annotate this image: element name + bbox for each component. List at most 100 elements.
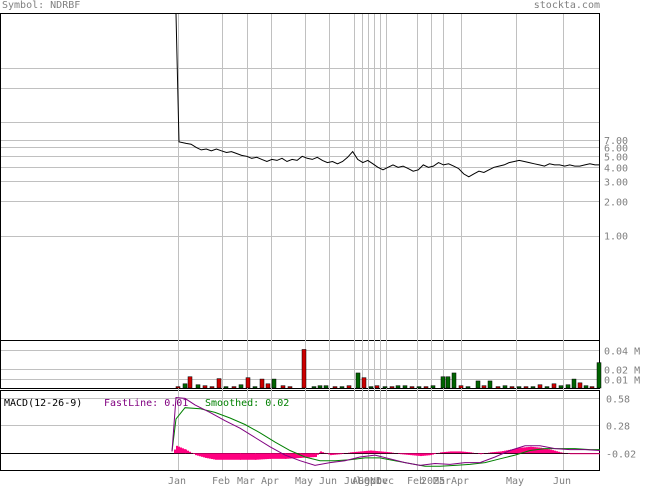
volume-bar [245,377,251,389]
macd-histogram-bar [480,453,482,455]
macd-histogram-bar [293,453,295,459]
macd-histogram-bar [542,448,544,454]
macd-histogram-bar [558,451,560,454]
macd-histogram-bar [516,448,518,454]
macd-histogram-bar [280,453,282,459]
price-tick-label: 4.00 [604,163,628,174]
volume-bar [252,386,258,389]
macd-histogram-bar [317,453,319,455]
macd-histogram-bar [342,453,344,454]
volume-bar [523,386,529,389]
macd-histogram-bar [229,453,231,460]
macd-histogram-bar [310,453,312,458]
macd-histogram-bar [182,448,184,454]
macd-histogram-bar [380,451,382,454]
macd-histogram-bar [350,452,352,454]
macd-histogram-bar [584,453,586,455]
macd-histogram-bar [219,453,221,460]
volume-bar [416,386,422,389]
macd-histogram-bar [426,453,428,456]
macd-histogram-bar [265,453,267,460]
macd-histogram-bar [199,453,201,457]
macd-histogram-bar [376,451,378,454]
macd-histogram-bar [490,452,492,454]
macd-histogram-bar [187,450,189,454]
month-tick-label: Oct [364,476,382,486]
volume-bar [402,385,408,389]
volume-bar [544,386,550,389]
macd-histogram-bar [340,453,342,455]
volume-bar [509,386,515,389]
volume-bar [332,386,338,389]
macd-histogram-bar [416,453,418,456]
macd-histogram-bar [424,453,426,456]
macd-histogram-bar [592,453,594,455]
macd-histogram-bar [315,453,317,457]
macd-histogram-bar [478,453,480,454]
macd-histogram-bar [322,452,324,454]
volume-bar [265,383,271,389]
volume-bar [577,382,583,389]
macd-histogram-bar [332,453,334,455]
macd-histogram-bar [432,453,434,455]
macd-histogram-bar [348,452,350,454]
macd-histogram-bar [235,453,237,460]
macd-histogram-bar [420,453,422,457]
macd-histogram-bar [211,453,213,460]
macd-histogram-bar [548,449,550,454]
macd-histogram-bar [446,451,448,454]
macd-histogram-bar [518,448,520,454]
macd-histogram-bar [237,453,239,460]
volume-bar [571,378,577,389]
volume-bar [389,386,395,389]
macd-histogram-bar [400,453,402,455]
volume-bar [374,385,380,389]
macd-histogram-bar [574,453,576,455]
macd-histogram-bar [225,453,227,460]
volume-bar [259,378,265,389]
volume-bar [537,384,543,389]
month-tick-label: 2025 [421,476,445,486]
macd-histogram-bar [464,451,466,454]
volume-tick-label: 0.04 M [604,347,640,358]
macd-histogram-bar [308,453,310,458]
volume-bar [280,385,286,389]
macd-histogram-bar [366,450,368,454]
macd-histogram-bar [392,452,394,454]
month-tick-label: Apr [451,476,469,486]
macd-histogram-bar [312,453,314,458]
macd-histogram-bar [252,453,254,460]
macd-histogram-bar [512,449,514,454]
macd-histogram-bar [352,452,354,454]
volume-bar [339,386,345,389]
volume-bar [231,386,237,389]
macd-histogram-bar [207,453,209,459]
macd-histogram-bar [418,453,420,456]
macd-series [171,396,601,467]
macd-histogram-bar [209,453,211,459]
macd-histogram-bar [270,453,272,459]
macd-histogram-bar [203,453,205,458]
volume-bar [187,376,193,389]
volume-bar [481,385,487,389]
macd-histogram-bar [388,452,390,454]
macd-histogram-bar [274,453,276,459]
price-tick-label: 2.00 [604,197,628,208]
macd-histogram-bar [444,451,446,454]
macd-histogram-bar [538,447,540,454]
macd-histogram-bar [364,451,366,454]
macd-histogram-bar [454,451,456,454]
macd-histogram-bar [297,453,299,459]
macd-histogram-bar [412,453,414,456]
macd-histogram-bar [494,451,496,454]
macd-histogram-bar [500,451,502,454]
volume-bar [287,386,293,389]
macd-histogram-bar [372,450,374,454]
macd-histogram-bar [282,453,284,459]
macd-histogram-bar [231,453,233,460]
macd-histogram-bar [594,453,596,455]
month-tick-label: Feb [407,476,425,486]
macd-histogram-bar [450,451,452,454]
macd-histogram-bar [520,447,522,454]
